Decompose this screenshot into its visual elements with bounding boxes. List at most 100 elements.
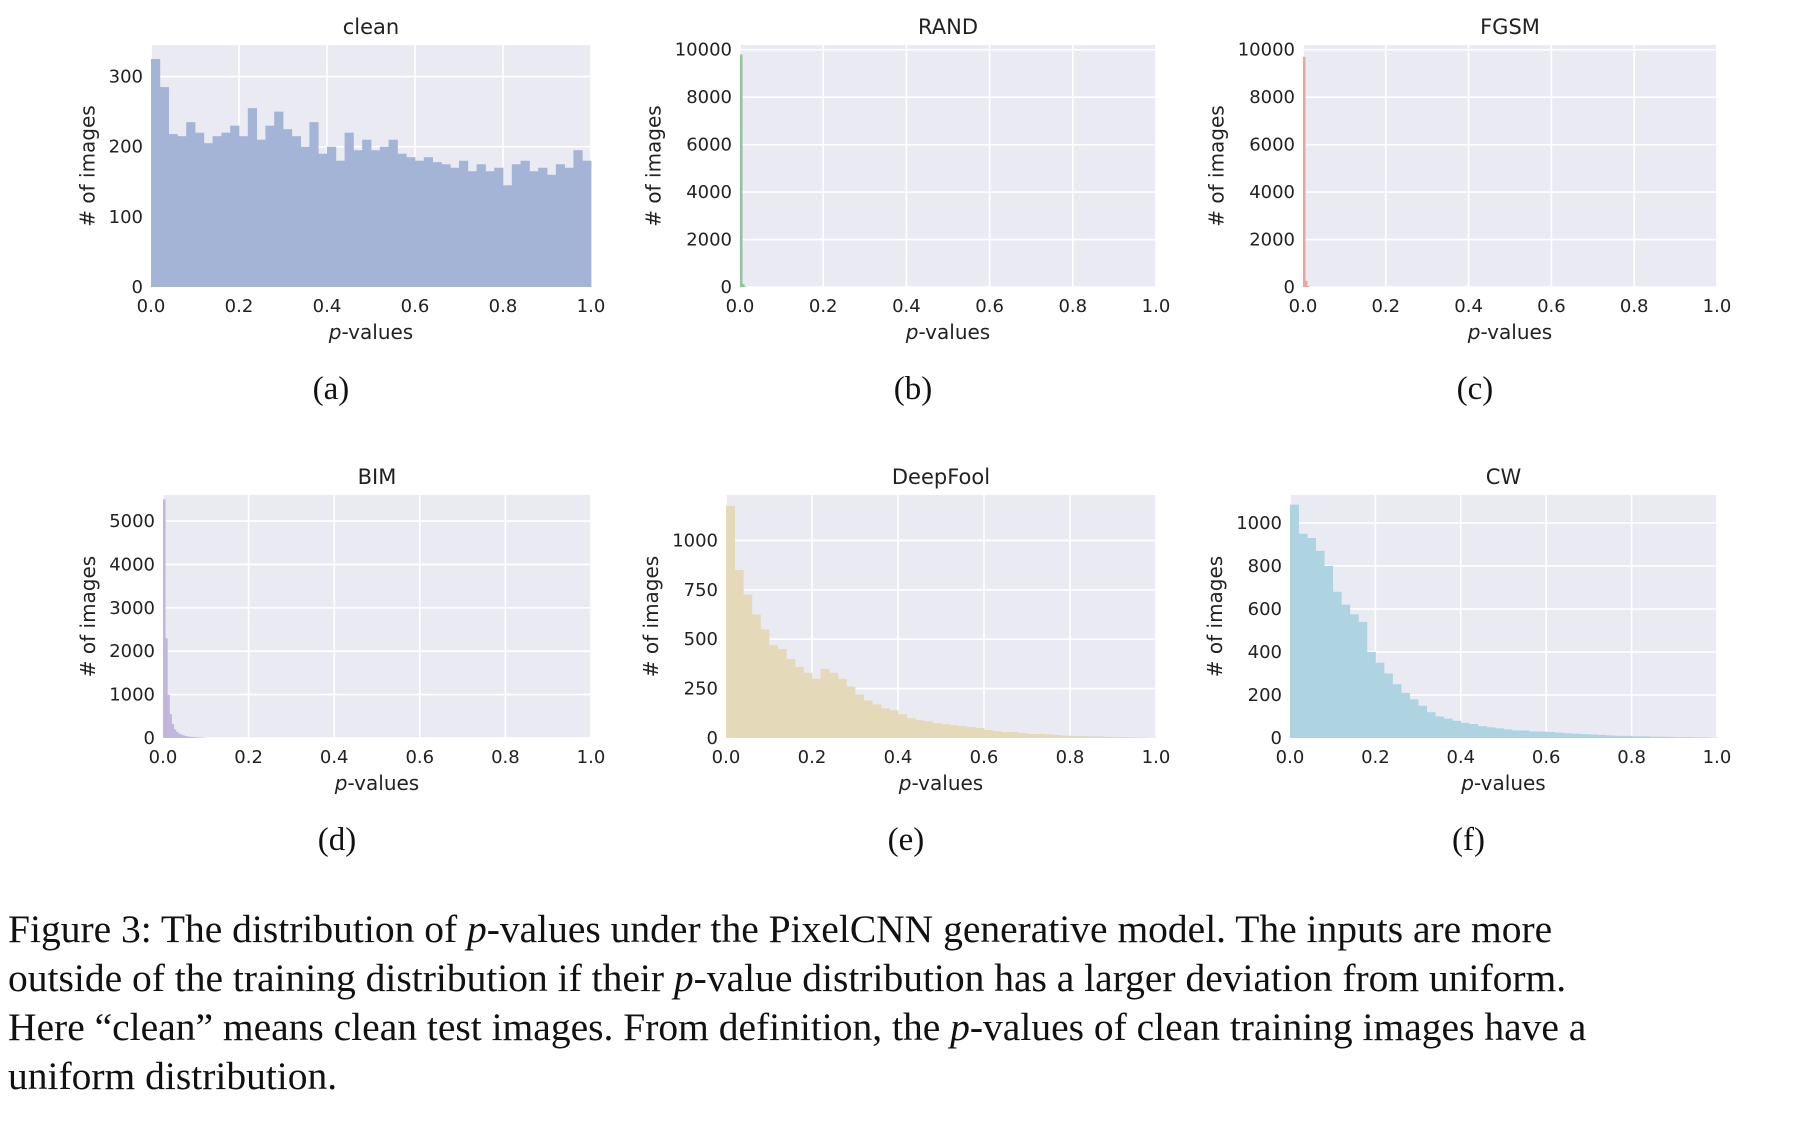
x-axis-label: p-values bbox=[898, 771, 983, 795]
x-tick-label: 0.8 bbox=[1617, 747, 1646, 768]
histogram-bar bbox=[760, 629, 770, 738]
x-axis-label: p-values bbox=[1467, 320, 1552, 344]
histogram-bar bbox=[547, 174, 557, 287]
histogram-bar bbox=[1520, 730, 1530, 738]
chart-title: BIM bbox=[358, 465, 397, 489]
histogram-bar bbox=[1113, 737, 1122, 738]
histogram-bar bbox=[1303, 56, 1306, 287]
histogram-bar bbox=[573, 150, 583, 287]
x-tick-label: 0.8 bbox=[1056, 747, 1085, 768]
histogram-bar bbox=[1452, 720, 1462, 738]
histogram-bar bbox=[966, 727, 976, 738]
y-tick-label: 750 bbox=[684, 580, 718, 601]
chart-panel-4: 0.0 0.2 0.4 0.6 0.8 1.0 0 1000 2000 3000 4000 5000 B… bbox=[76, 465, 605, 858]
histogram-bar bbox=[975, 728, 985, 738]
chart-title: RAND bbox=[918, 15, 978, 39]
x-tick-label: 0.0 bbox=[1276, 747, 1305, 768]
y-tick-label: 300 bbox=[109, 67, 143, 88]
histogram-bar bbox=[803, 672, 813, 738]
histogram-bar bbox=[740, 54, 743, 287]
histogram-bar bbox=[184, 736, 187, 738]
histogram-bar bbox=[379, 146, 389, 287]
histogram-bar bbox=[1477, 726, 1487, 738]
histogram-bar bbox=[1375, 662, 1385, 738]
x-tick-label: 0.0 bbox=[1289, 296, 1318, 317]
histogram-bar bbox=[1392, 684, 1402, 738]
y-tick-label: 0 bbox=[132, 277, 143, 298]
chart-panel-6: 0.0 0.2 0.4 0.6 0.8 1.0 0 200 400 600 800 1000 CW p-v… bbox=[1203, 465, 1731, 858]
histogram-bar bbox=[415, 160, 425, 287]
histogram-bar bbox=[256, 139, 266, 287]
histogram-bar bbox=[846, 686, 856, 738]
histogram-bar bbox=[582, 160, 592, 287]
histogram-bar bbox=[1631, 736, 1641, 738]
histogram-bar bbox=[1623, 735, 1632, 738]
y-axis-label: # of images bbox=[76, 105, 100, 226]
histogram-bar bbox=[1546, 731, 1556, 738]
histogram-bar bbox=[923, 721, 933, 738]
y-tick-label: 4000 bbox=[1249, 182, 1295, 203]
histogram-bar bbox=[742, 284, 745, 287]
histogram-bar bbox=[1486, 727, 1496, 738]
histogram-bar bbox=[1027, 734, 1036, 738]
histogram-bar bbox=[265, 125, 275, 288]
histogram-bar bbox=[186, 122, 196, 287]
plot-background bbox=[740, 45, 1156, 287]
histogram-bar bbox=[188, 736, 192, 738]
histogram-bar bbox=[1078, 736, 1088, 738]
y-tick-label: 0 bbox=[707, 728, 718, 749]
histogram-bar bbox=[1682, 737, 1692, 738]
histogram-bar bbox=[1657, 736, 1667, 738]
histogram-bar bbox=[1307, 286, 1310, 287]
y-tick-label: 4000 bbox=[686, 182, 732, 203]
histogram-bar bbox=[274, 111, 284, 287]
histogram-bar bbox=[1104, 736, 1114, 738]
histogram-bar bbox=[1469, 724, 1479, 738]
histogram-bar bbox=[180, 734, 183, 738]
histogram-bar bbox=[190, 736, 194, 738]
histogram-bar bbox=[283, 129, 293, 287]
histogram-bar bbox=[829, 672, 839, 738]
x-tick-label: 0.0 bbox=[712, 747, 741, 768]
x-axis-label: p-values bbox=[328, 320, 413, 344]
x-tick-label: 0.6 bbox=[970, 747, 999, 768]
caption-line-3: Here “clean” means clean test images. Fr… bbox=[8, 1005, 1587, 1049]
histogram-bar bbox=[151, 59, 161, 287]
histogram-bar bbox=[485, 171, 495, 287]
y-tick-label: 1000 bbox=[109, 685, 155, 706]
x-tick-label: 0.8 bbox=[1620, 296, 1649, 317]
histogram-bar bbox=[1554, 732, 1564, 738]
chart-panel-3: 0.0 0.2 0.4 0.6 0.8 1.0 0 2000 4000 6000 8000 10000… bbox=[1205, 15, 1732, 407]
histogram-bar bbox=[494, 167, 504, 287]
x-tick-label: 0.8 bbox=[491, 747, 520, 768]
histogram-bar bbox=[1435, 716, 1445, 738]
y-tick-label: 8000 bbox=[686, 87, 732, 108]
histogram-bar bbox=[441, 164, 451, 287]
histogram-bar bbox=[423, 157, 433, 287]
x-tick-label: 0.0 bbox=[149, 747, 178, 768]
y-tick-label: 2000 bbox=[686, 230, 732, 251]
x-tick-label: 0.8 bbox=[1058, 296, 1087, 317]
histogram-bar bbox=[872, 704, 882, 738]
histogram-bar bbox=[984, 730, 993, 738]
histogram-bar bbox=[726, 505, 735, 738]
histogram-bar bbox=[1614, 735, 1624, 738]
y-tick-label: 6000 bbox=[686, 135, 732, 156]
histogram-bar bbox=[743, 594, 753, 738]
histogram-bar bbox=[1009, 732, 1019, 738]
histogram-bar bbox=[1648, 736, 1658, 738]
histogram-bar bbox=[837, 678, 847, 738]
histogram-bar bbox=[889, 710, 899, 738]
histogram-bar bbox=[992, 731, 1002, 738]
histogram-bar bbox=[327, 146, 337, 287]
histogram-bar bbox=[318, 153, 328, 287]
x-tick-label: 0.8 bbox=[489, 296, 518, 317]
x-tick-label: 0.4 bbox=[884, 747, 913, 768]
y-tick-label: 200 bbox=[109, 137, 143, 158]
histogram-bar bbox=[432, 162, 442, 287]
histogram-bar bbox=[371, 150, 381, 287]
histogram-bar bbox=[388, 139, 398, 287]
chart-title: DeepFool bbox=[892, 465, 990, 489]
x-tick-label: 0.2 bbox=[1361, 747, 1390, 768]
histogram-bar bbox=[1674, 737, 1684, 738]
